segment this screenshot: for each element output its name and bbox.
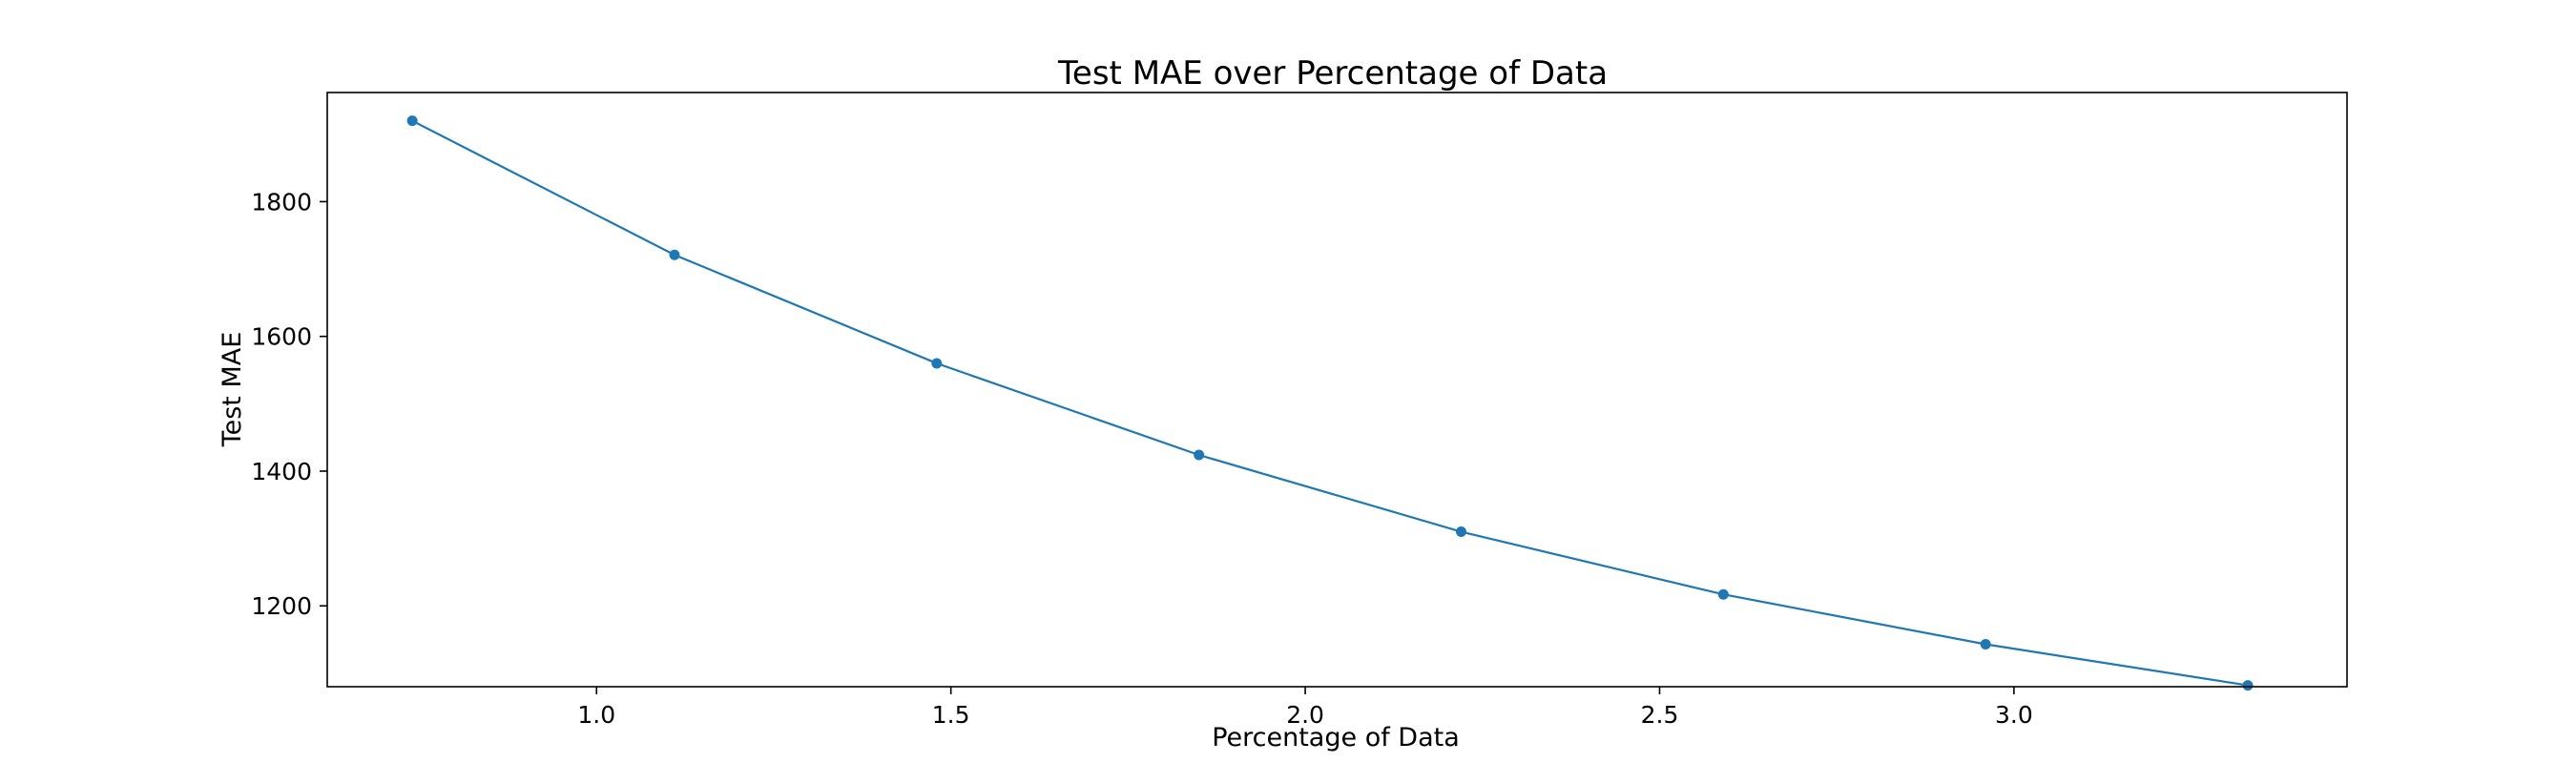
y-tick-label: 1200	[251, 592, 312, 620]
x-tick-label: 1.0	[577, 701, 615, 729]
y-axis-label: Test MAE	[218, 332, 247, 448]
series-line	[411, 119, 2249, 687]
x-tick-label: 3.0	[1995, 701, 2033, 729]
y-tick-label: 1400	[251, 458, 312, 485]
chart-title: Test MAE over Percentage of Data	[1057, 54, 1608, 93]
plot-area	[406, 115, 2254, 691]
data-point	[669, 249, 680, 260]
data-point	[2242, 680, 2254, 691]
x-tick-label: 2.5	[1641, 701, 1679, 729]
data-point	[1980, 639, 1991, 650]
data-point	[1455, 526, 1466, 538]
x-axis-label: Percentage of Data	[1212, 723, 1460, 753]
x-tick-label: 1.5	[932, 701, 970, 729]
y-tick-label: 1800	[251, 188, 312, 216]
data-point	[1194, 449, 1205, 461]
y-tick-label: 1600	[251, 323, 312, 351]
plot-frame	[326, 92, 2348, 688]
data-point	[1717, 588, 1729, 600]
data-point	[931, 358, 943, 369]
x-tick-label: 2.0	[1286, 701, 1324, 729]
data-point	[406, 115, 418, 127]
